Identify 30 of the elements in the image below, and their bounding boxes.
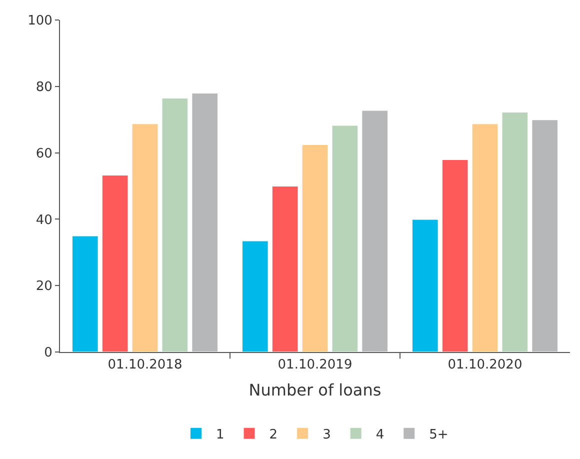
y-tick-label: 100 — [28, 14, 52, 29]
bar — [271, 186, 299, 352]
legend-label: 1 — [216, 427, 224, 442]
bar — [101, 174, 129, 352]
bar — [471, 123, 499, 352]
x-axis-title: Number of loans — [248, 380, 382, 400]
bar — [72, 235, 99, 352]
bar — [301, 144, 329, 352]
x-tick-label: 01.10.2020 — [448, 358, 522, 373]
bar — [331, 124, 359, 352]
bar — [361, 110, 388, 352]
bar — [242, 240, 269, 352]
legend-label: 3 — [322, 427, 331, 442]
y-tick-label: 20 — [36, 279, 52, 294]
x-tick-label: 01.10.2018 — [108, 358, 182, 373]
x-tick-label: 01.10.2019 — [278, 358, 352, 373]
bar — [131, 123, 159, 352]
bar — [191, 92, 218, 352]
y-tick-label: 80 — [36, 80, 52, 95]
bar — [441, 158, 469, 352]
bar — [161, 98, 189, 352]
legend-label: 5+ — [429, 427, 448, 442]
y-tick-label: 60 — [36, 146, 52, 162]
bar — [412, 218, 439, 352]
y-tick-label: 40 — [36, 212, 52, 228]
legend-label: 2 — [269, 427, 278, 442]
y-tick-label: 0 — [44, 346, 52, 361]
bar — [501, 111, 529, 352]
legend-label: 4 — [376, 427, 384, 442]
bar — [531, 119, 558, 352]
